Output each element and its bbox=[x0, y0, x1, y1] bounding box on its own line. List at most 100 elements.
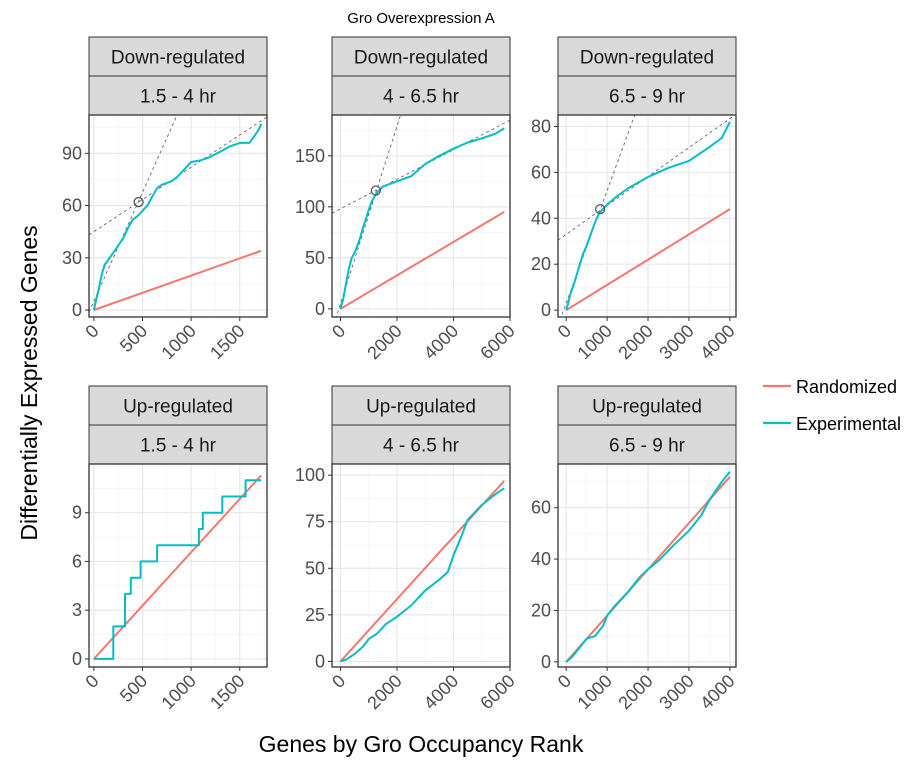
y-tick-label: 0 bbox=[72, 649, 82, 669]
x-tick-label: 4000 bbox=[696, 671, 738, 713]
y-tick-label: 150 bbox=[295, 146, 325, 166]
strip-direction-label: Up-regulated bbox=[592, 397, 702, 418]
strip-time-label: 1.5 - 4 hr bbox=[140, 87, 217, 108]
series-experimental bbox=[93, 479, 262, 660]
x-tick-label: 1000 bbox=[158, 671, 200, 713]
x-tick-label: 2000 bbox=[614, 321, 656, 363]
strip-direction bbox=[331, 385, 511, 426]
panel-background bbox=[558, 464, 736, 667]
strip-time bbox=[88, 75, 268, 116]
panel-4: Up-regulated 1.5 - 4 hr 0 3 6 9 0 500 1000 1500 bbox=[72, 385, 268, 713]
strip-time bbox=[331, 75, 511, 116]
plot-area bbox=[332, 115, 510, 317]
y-tick-label: 60 bbox=[62, 196, 82, 216]
strip-direction-label: Up-regulated bbox=[123, 397, 233, 418]
y-tick-label: 30 bbox=[62, 248, 82, 268]
strip-direction bbox=[88, 36, 268, 77]
figure-title: Gro Overexpression A bbox=[347, 10, 495, 27]
plot-area bbox=[89, 115, 267, 317]
legend-label-randomized: Randomized bbox=[796, 377, 897, 397]
series-experimental bbox=[565, 471, 731, 663]
x-tick-label: 500 bbox=[116, 321, 151, 356]
y-tick-label: 0 bbox=[541, 652, 551, 672]
strip-direction bbox=[88, 385, 268, 426]
y-tick-label: 25 bbox=[305, 605, 325, 625]
x-tick-label: 1500 bbox=[206, 321, 248, 363]
panel-border bbox=[331, 463, 511, 668]
breakpoint-marker bbox=[370, 185, 381, 196]
y-tick-label: 0 bbox=[315, 651, 325, 671]
panel-border bbox=[88, 114, 268, 318]
strip-direction bbox=[557, 36, 737, 77]
series-randomized bbox=[339, 211, 505, 310]
x-tick-label: 2000 bbox=[614, 671, 656, 713]
x-tick-label: 4000 bbox=[696, 321, 738, 363]
x-tick-label: 4000 bbox=[420, 321, 462, 363]
x-tick-label: 0 bbox=[554, 321, 575, 342]
strip-direction-label: Down-regulated bbox=[580, 48, 714, 69]
x-tick-label: 3000 bbox=[655, 671, 697, 713]
panel-background bbox=[332, 115, 510, 317]
panel-background bbox=[89, 115, 267, 317]
strip-time bbox=[88, 424, 268, 465]
series-randomized bbox=[565, 208, 731, 311]
y-tick-label: 60 bbox=[531, 162, 551, 182]
x-tick-label: 2000 bbox=[363, 321, 405, 363]
plot-area bbox=[558, 464, 736, 667]
legend: Randomized Experimental bbox=[763, 377, 901, 434]
strip-direction-label: Down-regulated bbox=[111, 48, 245, 69]
y-tick-label: 9 bbox=[72, 503, 82, 523]
y-tick-label: 0 bbox=[541, 300, 551, 320]
x-tick-label: 6000 bbox=[476, 321, 518, 363]
panel-border bbox=[331, 114, 511, 318]
y-tick-label: 20 bbox=[531, 600, 551, 620]
y-tick-label: 0 bbox=[315, 299, 325, 319]
y-tick-label: 20 bbox=[531, 254, 551, 274]
x-tick-label: 6000 bbox=[476, 671, 518, 713]
panel-5: Up-regulated 4 - 6.5 hr 0 25 50 75 100 0 2000 400… bbox=[295, 385, 519, 713]
series-randomized bbox=[93, 474, 262, 660]
y-axis-title: Differentially Expressed Genes bbox=[16, 225, 42, 540]
x-tick-label: 4000 bbox=[420, 671, 462, 713]
x-tick-label: 0 bbox=[328, 321, 349, 342]
strip-time bbox=[557, 75, 737, 116]
x-tick-label: 0 bbox=[328, 671, 349, 692]
x-tick-label: 0 bbox=[554, 671, 575, 692]
series-experimental bbox=[92, 123, 263, 311]
y-tick-label: 100 bbox=[295, 465, 325, 485]
series-experimental bbox=[565, 121, 731, 311]
x-tick-label: 500 bbox=[116, 671, 151, 706]
y-tick-label: 50 bbox=[305, 558, 325, 578]
breakpoint-marker bbox=[133, 196, 144, 208]
panel-border bbox=[557, 114, 737, 318]
y-tick-label: 0 bbox=[72, 300, 82, 320]
breakpoint-marker bbox=[594, 203, 606, 215]
strip-time-label: 6.5 - 9 hr bbox=[609, 436, 686, 457]
x-tick-label: 1000 bbox=[573, 671, 615, 713]
y-tick-label: 60 bbox=[531, 498, 551, 518]
legend-label-experimental: Experimental bbox=[796, 414, 901, 434]
strip-time bbox=[331, 424, 511, 465]
panel-border bbox=[88, 463, 268, 668]
strip-time bbox=[557, 424, 737, 465]
panel-2: Down-regulated 4 - 6.5 hr 0 50 100 150 0 2000 40… bbox=[295, 36, 519, 363]
plot-area bbox=[89, 464, 267, 667]
panel-background bbox=[332, 464, 510, 667]
x-axis-title: Genes by Gro Occupancy Rank bbox=[259, 731, 584, 757]
x-tick-label: 1000 bbox=[158, 321, 200, 363]
x-tick-label: 2000 bbox=[363, 671, 405, 713]
y-tick-label: 75 bbox=[305, 512, 325, 532]
x-tick-label: 3000 bbox=[655, 321, 697, 363]
plot-area bbox=[332, 464, 510, 667]
x-tick-label: 0 bbox=[81, 671, 102, 692]
y-tick-label: 3 bbox=[72, 600, 82, 620]
plot-area bbox=[558, 115, 736, 317]
panel-border bbox=[557, 463, 737, 668]
strip-time-label: 4 - 6.5 hr bbox=[383, 87, 460, 108]
strip-direction-label: Up-regulated bbox=[366, 397, 476, 418]
x-tick-label: 0 bbox=[81, 321, 102, 342]
